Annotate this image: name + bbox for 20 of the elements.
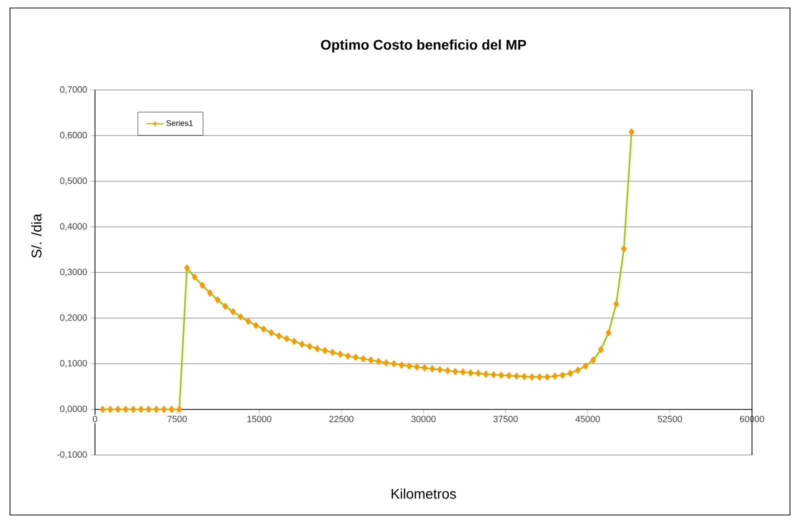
x-tick-label: 0 — [92, 416, 98, 422]
y-axis-title: S/. /dia — [31, 214, 42, 258]
y-tick-label: 0,2000 — [60, 314, 87, 322]
y-tick-label: 0,4000 — [60, 223, 87, 231]
y-tick-label: 0,0000 — [60, 406, 87, 414]
x-tick-label: 45000 — [575, 416, 600, 422]
x-axis-title: Kilometros — [392, 488, 456, 499]
x-tick-label: 37500 — [494, 416, 518, 422]
y-tick-label: 0,7000 — [60, 86, 87, 94]
x-tick-label: 30000 — [411, 416, 436, 422]
chart-title: Optimo Costo beneficio del MP — [321, 40, 526, 53]
y-tick-label: 0,5000 — [60, 178, 87, 185]
x-tick-label: 22500 — [329, 416, 354, 422]
y-tick-label: 0,1000 — [60, 360, 87, 368]
y-tick-label: -0,1000 — [57, 451, 87, 459]
y-tick-label: 0,6000 — [60, 132, 87, 140]
y-tick-label: 0,3000 — [60, 268, 87, 276]
x-tick-label: 7500 — [168, 416, 187, 422]
x-tick-label: 52500 — [658, 416, 682, 422]
x-tick-label: 15000 — [247, 416, 272, 422]
